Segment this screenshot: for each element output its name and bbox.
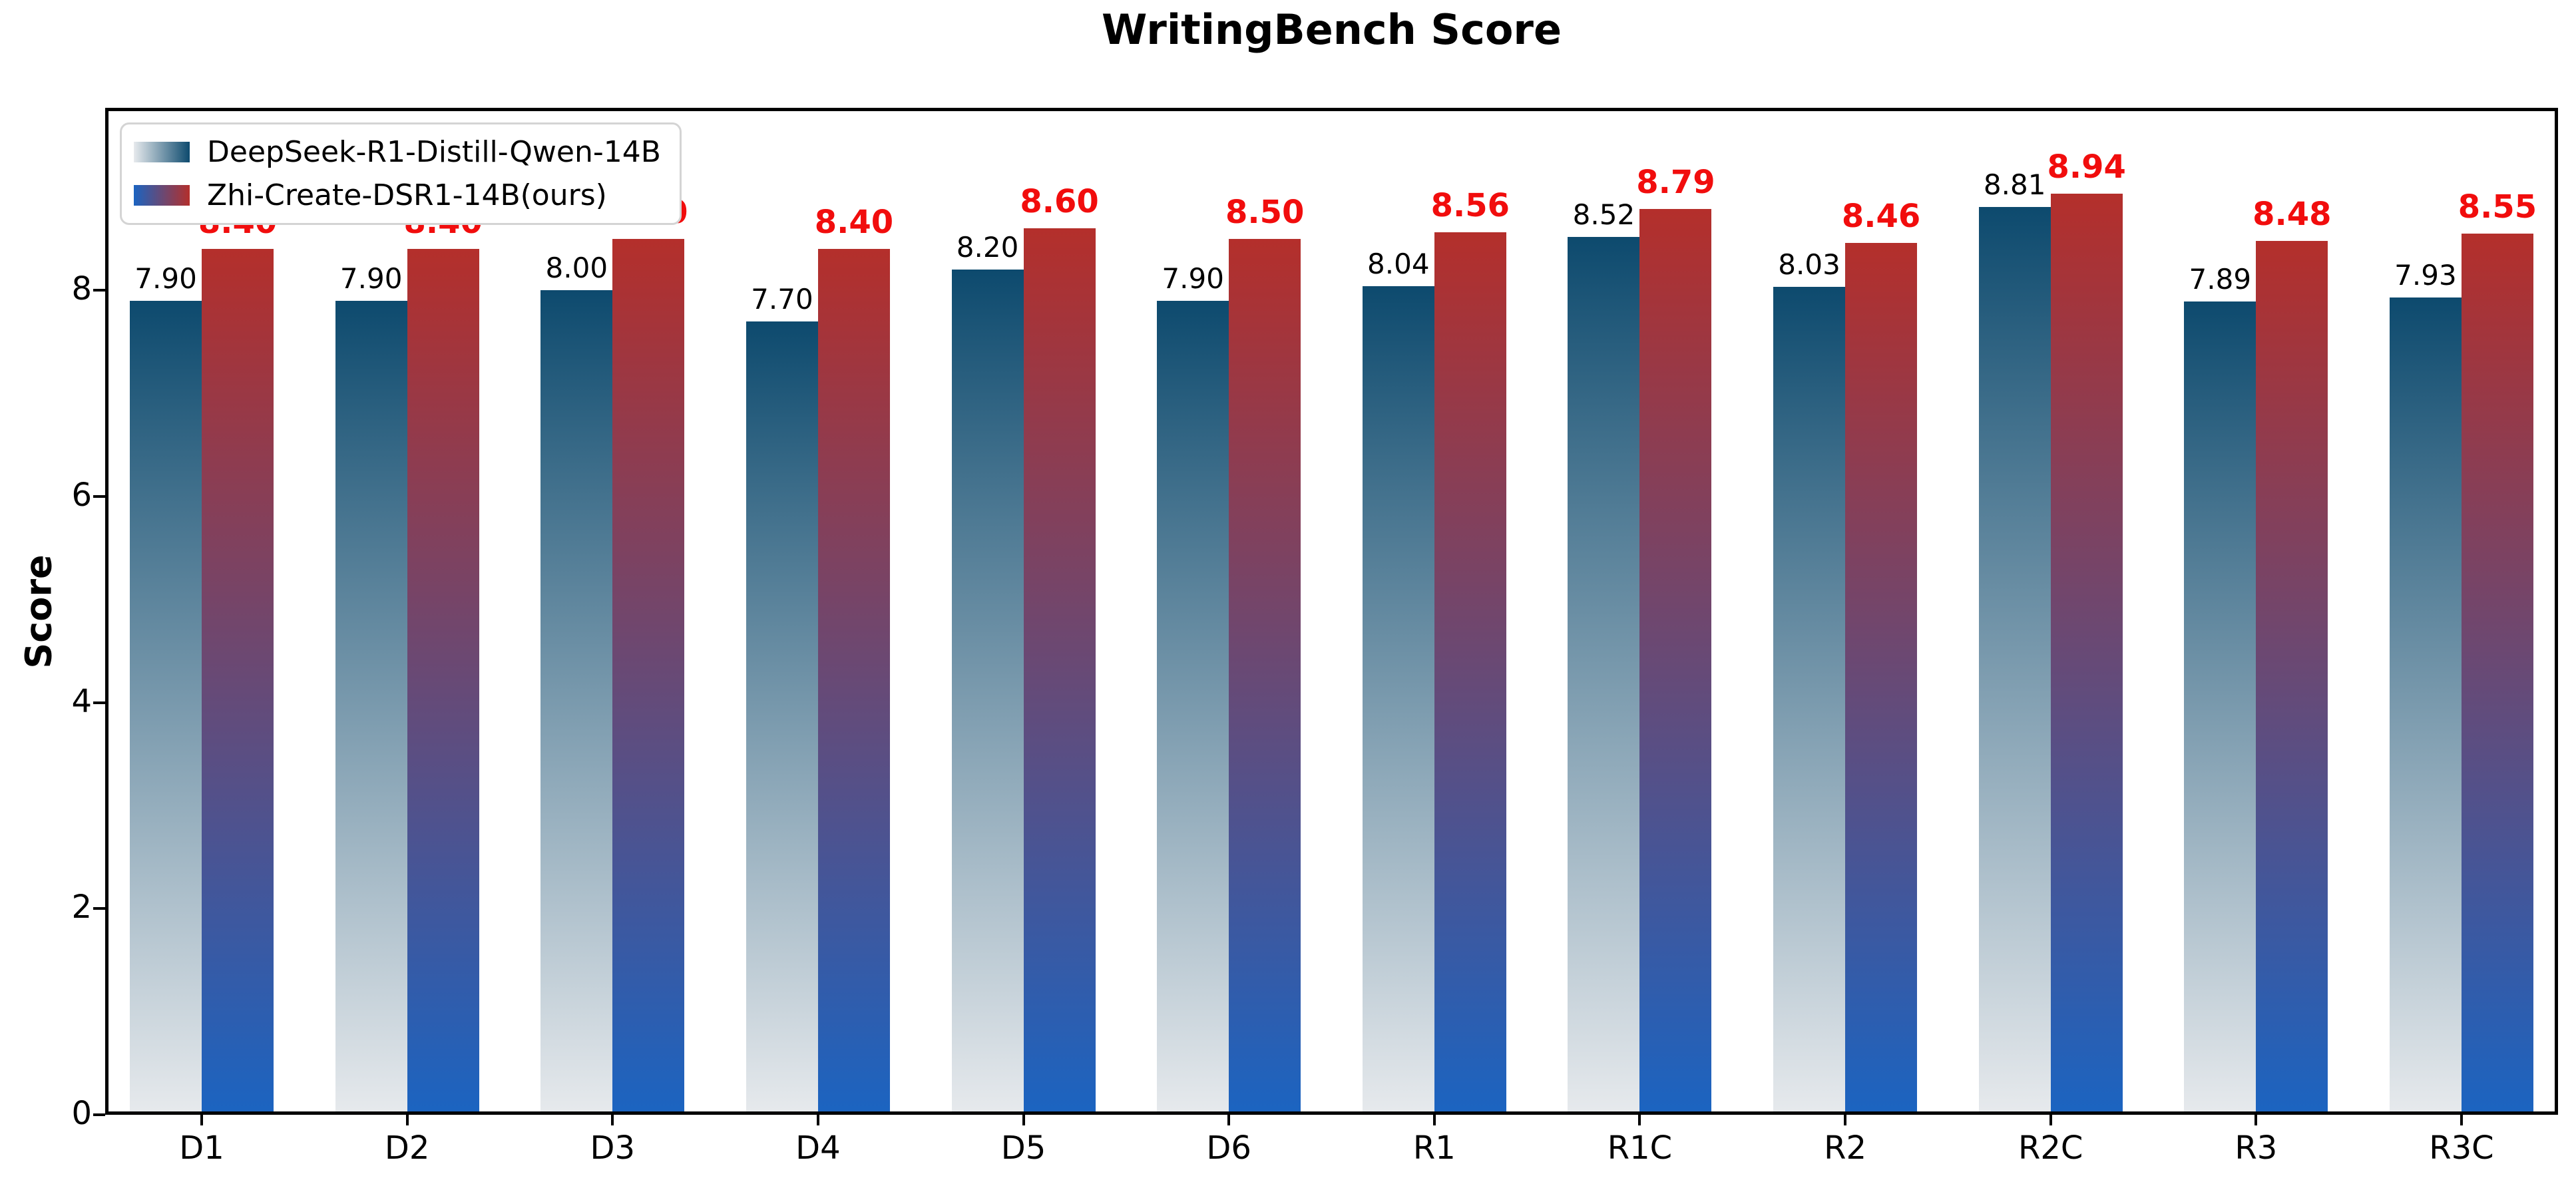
- bar: [1978, 206, 2051, 1115]
- bar-value-label: 8.04: [1367, 247, 1430, 280]
- bar-value-label: 8.79: [1636, 163, 1715, 201]
- legend-item-label: Zhi-Create-DSR1-14B(ours): [207, 178, 607, 212]
- bar: [817, 249, 890, 1115]
- bar: [1845, 242, 1918, 1115]
- x-axis-tick: [2460, 1115, 2463, 1125]
- x-axis-tick: [200, 1115, 204, 1125]
- x-axis-tick-label: R3: [2235, 1129, 2278, 1167]
- x-axis-tick: [1844, 1115, 1847, 1125]
- bar: [130, 300, 202, 1115]
- x-axis-tick-label: R1: [1412, 1129, 1456, 1167]
- legend-item: Zhi-Create-DSR1-14B(ours): [134, 178, 661, 212]
- bar: [335, 300, 407, 1115]
- x-axis-tick: [1022, 1115, 1025, 1125]
- bar: [407, 249, 479, 1115]
- bar: [2389, 297, 2462, 1115]
- bar-value-label: 8.00: [545, 252, 608, 285]
- bar-value-label: 7.90: [1162, 262, 1224, 295]
- x-axis-tick-label: D3: [590, 1129, 636, 1167]
- bar: [2461, 233, 2533, 1115]
- x-axis-tick: [2049, 1115, 2052, 1125]
- x-axis-tick: [1227, 1115, 1231, 1125]
- x-axis-tick-label: R2: [1824, 1129, 1866, 1167]
- bar: [2256, 240, 2328, 1115]
- bar-value-label: 8.60: [1020, 183, 1099, 221]
- y-axis-tick-label: 2: [71, 888, 92, 926]
- x-axis-tick-label: R2C: [2018, 1129, 2083, 1167]
- y-axis-tick-label: 6: [71, 476, 92, 514]
- legend-swatch: [134, 142, 190, 162]
- x-axis-tick: [611, 1115, 614, 1125]
- bar-value-label: 8.50: [1225, 193, 1305, 231]
- bar: [1229, 238, 1301, 1115]
- bar: [1568, 236, 1640, 1115]
- bar-value-label: 8.55: [2458, 188, 2537, 226]
- x-axis-tick-label: R1C: [1607, 1129, 1673, 1167]
- bar: [746, 321, 818, 1115]
- legend: DeepSeek-R1-Distill-Qwen-14B Zhi-Create-D…: [120, 122, 682, 225]
- bar-value-label: 7.90: [339, 262, 403, 295]
- bar: [1157, 300, 1229, 1115]
- x-axis-tick: [2254, 1115, 2258, 1125]
- y-axis-tick: [93, 907, 105, 910]
- bar: [540, 290, 613, 1115]
- y-axis-tick: [93, 494, 105, 498]
- bar-value-label: 8.94: [2047, 148, 2126, 186]
- bar-value-label: 7.90: [134, 262, 197, 295]
- x-axis-tick: [1638, 1115, 1641, 1125]
- bar: [2184, 301, 2256, 1115]
- bar: [202, 249, 274, 1115]
- legend-swatch: [134, 185, 190, 206]
- bar-value-label: 8.52: [1572, 198, 1635, 231]
- bar-value-label: 8.03: [1778, 248, 1840, 282]
- bar: [1639, 208, 1712, 1115]
- chart-title: WritingBench Score: [1101, 5, 1562, 54]
- x-axis-tick: [405, 1115, 409, 1125]
- x-axis-tick-label: D4: [795, 1129, 841, 1167]
- y-axis-tick-label: 4: [71, 682, 92, 720]
- y-axis-tick-label: 8: [71, 270, 92, 308]
- legend-item: DeepSeek-R1-Distill-Qwen-14B: [134, 135, 661, 169]
- y-axis-tick-label: 0: [71, 1095, 92, 1132]
- y-axis-tick: [93, 1113, 105, 1116]
- x-axis-tick-label: D5: [1000, 1129, 1046, 1167]
- y-axis-tick: [93, 289, 105, 292]
- bar: [1023, 228, 1096, 1115]
- x-axis-tick-label: D6: [1206, 1129, 1251, 1167]
- bar-value-label: 8.81: [1983, 168, 2046, 201]
- bar: [612, 238, 685, 1115]
- bar: [951, 270, 1024, 1115]
- y-axis-tick: [93, 701, 105, 704]
- bar-value-label: 8.46: [1841, 197, 1921, 235]
- bar: [1362, 286, 1434, 1115]
- bar: [2050, 193, 2123, 1115]
- bar-value-label: 7.70: [751, 282, 813, 315]
- legend-item-label: DeepSeek-R1-Distill-Qwen-14B: [207, 135, 661, 169]
- x-axis-tick-label: D1: [179, 1129, 224, 1167]
- bar-value-label: 8.40: [814, 204, 894, 242]
- bar-value-label: 7.89: [2189, 263, 2252, 296]
- bar-value-label: 8.56: [1430, 187, 1510, 225]
- bar-value-label: 8.20: [956, 231, 1019, 264]
- bar: [1434, 232, 1506, 1115]
- bar-value-label: 7.93: [2394, 258, 2457, 292]
- x-axis-tick: [816, 1115, 819, 1125]
- y-axis-label: Score: [17, 554, 60, 669]
- bar-value-label: 8.48: [2253, 195, 2332, 233]
- bar: [1773, 287, 1846, 1115]
- x-axis-tick: [1432, 1115, 1436, 1125]
- x-axis-tick-label: R3C: [2429, 1129, 2494, 1167]
- x-axis-tick-label: D2: [384, 1129, 430, 1167]
